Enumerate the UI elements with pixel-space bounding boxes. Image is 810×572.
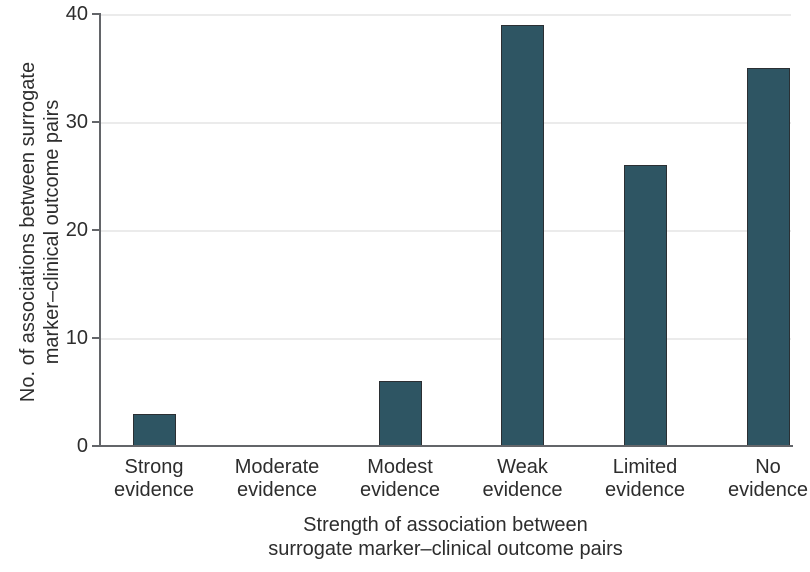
x-tick-label-modest-evidence: Modest evidence <box>325 456 475 502</box>
y-tick-40 <box>92 13 100 15</box>
y-tick-30 <box>92 121 100 123</box>
x-tick-label-line-2: evidence <box>359 479 441 501</box>
y-tick-label-10: 10 <box>65 327 88 349</box>
bar-modest-evidence <box>378 381 422 446</box>
x-axis-title-line-2: surrogate marker–clinical outcome pairs <box>268 538 623 560</box>
x-tick-label-moderate-evidence: Moderate evidence <box>202 456 352 502</box>
x-tick-label-strong-evidence: Strong evidence <box>79 456 229 502</box>
x-tick-label-limited-evidence: Limited evidence <box>570 456 720 502</box>
x-tick-label-weak-evidence: Weak evidence <box>448 456 598 502</box>
y-tick-label-0: 0 <box>76 435 88 457</box>
x-tick-label-line-1: Weak <box>497 456 548 478</box>
gridline-y-10 <box>100 338 791 340</box>
x-tick-label-line-1: Limited <box>612 456 678 478</box>
x-axis-title-line-1: Strength of association between <box>303 514 588 536</box>
bar-limited-evidence <box>623 165 667 446</box>
bar-no-evidence <box>746 68 790 446</box>
y-tick-20 <box>92 229 100 231</box>
gridline-y-30 <box>100 122 791 124</box>
x-tick-label-line-1: Moderate <box>234 456 320 478</box>
x-axis-baseline <box>97 445 793 447</box>
y-tick-10 <box>92 337 100 339</box>
x-tick-label-line-1: No <box>755 456 781 478</box>
x-axis-title: Strength of association between surrogat… <box>100 513 791 561</box>
bar-weak-evidence <box>501 24 544 446</box>
y-tick-label-30: 30 <box>65 111 88 133</box>
bar-strong-evidence <box>132 413 176 446</box>
x-tick-label-line-1: Strong <box>124 456 184 478</box>
plot-area <box>100 14 791 446</box>
y-tick-0 <box>92 445 100 447</box>
gridline-y-40 <box>100 14 791 16</box>
x-tick-label-line-2: evidence <box>482 479 563 501</box>
y-axis-line <box>99 13 101 447</box>
x-tick-label-line-2: evidence <box>236 479 318 501</box>
gridline-y-20 <box>100 230 791 232</box>
x-tick-label-line-2: evidence <box>727 479 809 501</box>
y-tick-label-40: 40 <box>65 3 88 25</box>
x-tick-label-line-2: evidence <box>604 479 686 501</box>
y-tick-label-20: 20 <box>65 219 88 241</box>
x-tick-label-line-2: evidence <box>113 479 195 501</box>
x-tick-label-line-1: Modest <box>367 456 433 478</box>
x-tick-label-no-evidence: No evidence <box>693 456 810 502</box>
